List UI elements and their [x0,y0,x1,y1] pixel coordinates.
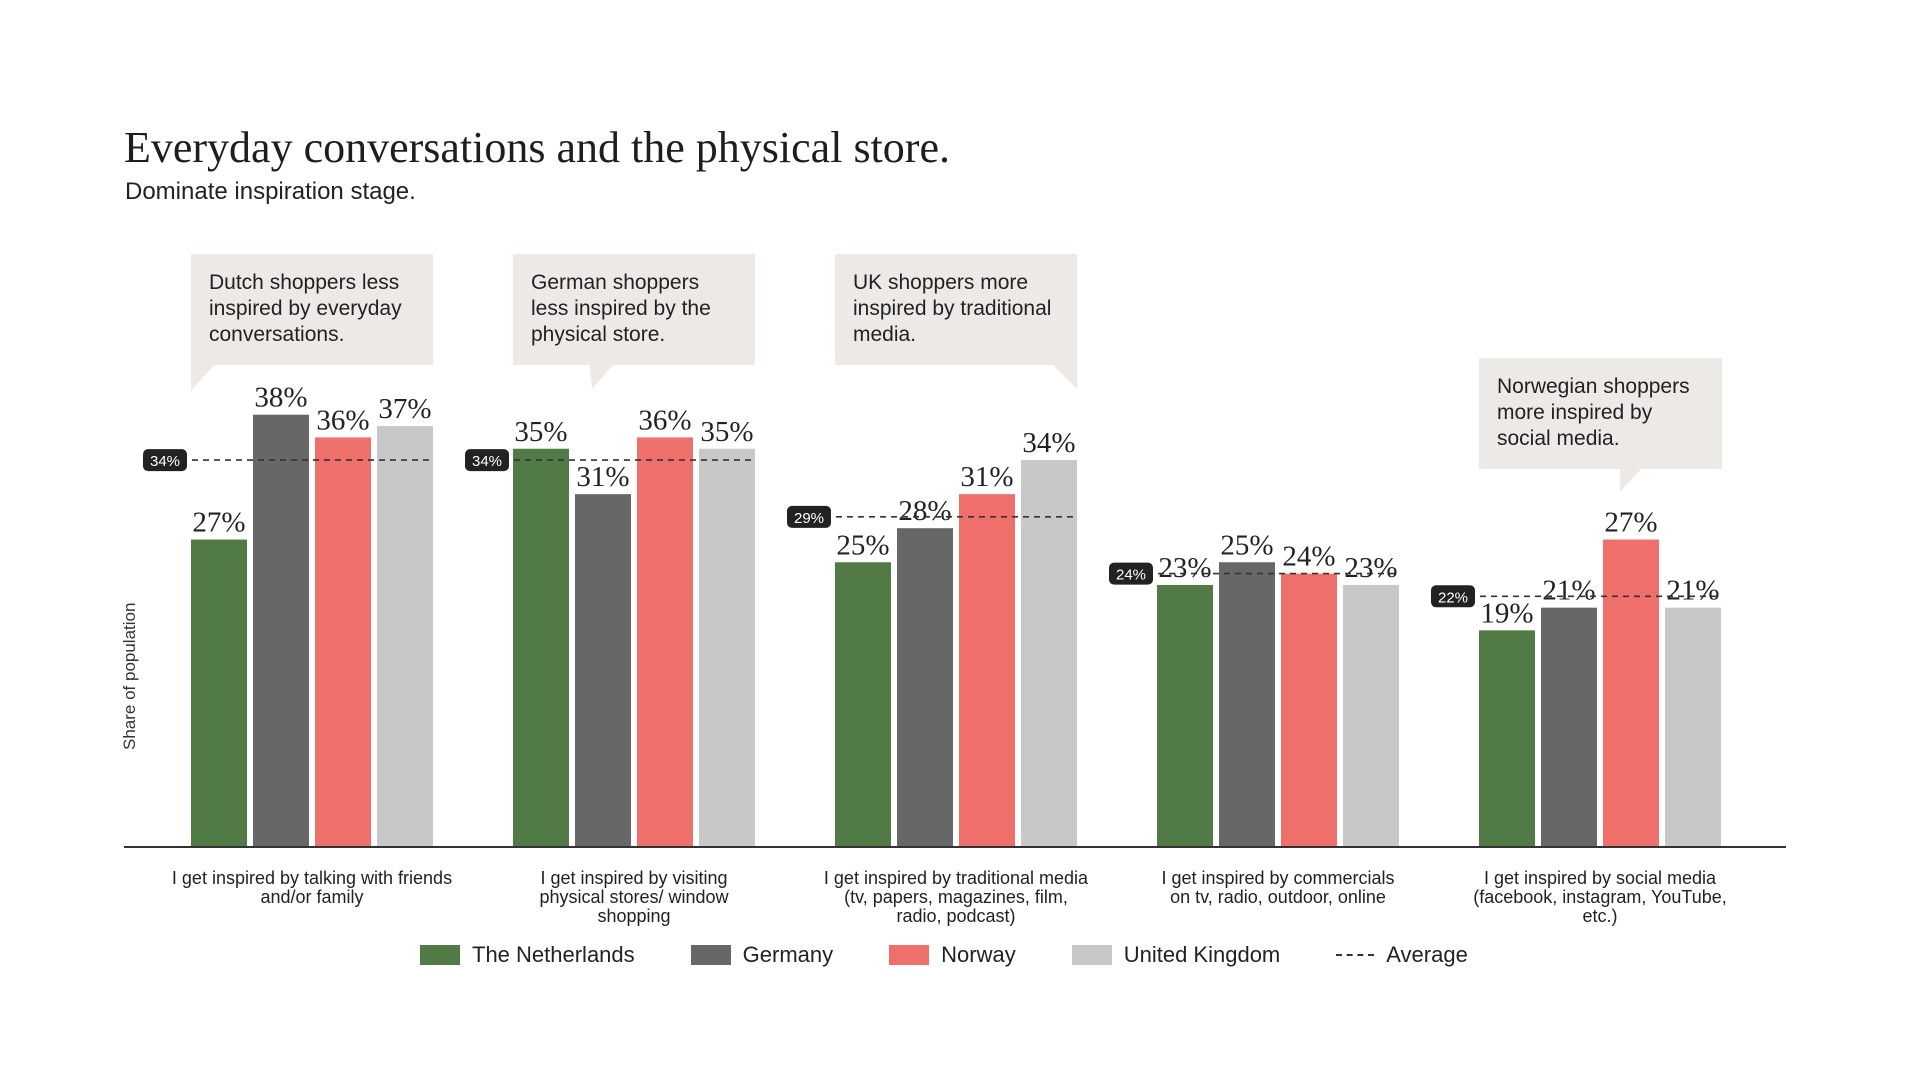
legend-label: Average [1386,942,1468,967]
bar [959,494,1015,846]
value-label: 19% [1480,597,1533,629]
bar [1665,607,1721,846]
legend-swatch [1071,945,1112,965]
bar [1157,584,1213,846]
average-badge [143,449,187,472]
legend-swatch [690,945,731,965]
callout-tail [590,365,613,389]
bar [1603,539,1659,846]
category-label: I get inspired by social media (facebook… [1473,868,1727,926]
bar [1541,607,1597,846]
bar [1343,584,1399,846]
bar [513,448,569,846]
bar [699,448,755,846]
average-badge [1431,585,1475,608]
legend-item: United Kingdom [1071,942,1281,968]
value-label: 31% [960,461,1013,493]
bar [897,528,953,846]
legend-label: United Kingdom [1123,942,1281,967]
bar [1479,630,1535,846]
legend-swatch [420,945,460,965]
value-label: 35% [700,416,753,448]
bar [315,437,371,846]
value-label: 24% [1282,541,1335,573]
value-label: 36% [316,404,369,436]
callout-norwegian: Norwegian shoppers more inspired by soci… [1479,358,1722,469]
legend-item: Norway [889,942,1016,968]
legend-item: The Netherlands [420,942,635,968]
legend-item: Germany [690,942,834,968]
callout-german: German shoppers less inspired by the phy… [513,254,755,365]
bar [637,437,693,846]
callout-tail [1053,365,1077,389]
chart-title: Everyday conversations and the physical … [124,123,950,172]
category-label: I get inspired by traditional media (tv,… [823,868,1089,926]
average-badge [787,505,831,528]
category-label: I get inspired by commercials on tv, rad… [1161,868,1395,907]
legend-item-average: Average [1336,942,1468,968]
category-label: I get inspired by visiting physical stor… [539,868,729,926]
value-label: 25% [1220,529,1273,561]
value-label: 25% [836,529,889,561]
chart-subtitle: Dominate inspiration stage. [125,178,416,205]
value-label: 27% [1604,507,1657,539]
callout-tail [1620,468,1642,492]
value-label: 23% [1344,552,1397,584]
callout-tail [191,365,214,391]
bar [1021,460,1077,846]
callout-uk: UK shoppers more inspired by traditional… [835,254,1077,365]
value-label: 28% [898,495,951,527]
legend-label: Germany [742,942,834,967]
legend-dash [1336,954,1375,956]
value-label: 23% [1158,552,1211,584]
bar [1219,562,1275,846]
average-label: 34% [472,453,502,470]
legend-label: Norway [941,942,1016,967]
legend-label: The Netherlands [472,942,635,967]
bar [253,414,309,846]
callout-dutch: Dutch shoppers less inspired by everyday… [191,254,433,365]
average-label: 34% [150,453,180,470]
legend: The Netherlands Germany Norway United Ki… [420,942,1468,968]
bar [575,494,631,846]
average-label: 29% [794,510,824,527]
average-label: 24% [1116,567,1146,584]
value-label: 37% [378,393,431,425]
bar [377,426,433,846]
value-label: 27% [192,507,245,539]
average-badge [465,449,509,472]
value-label: 21% [1542,575,1595,607]
value-label: 31% [576,461,629,493]
value-label: 35% [514,416,567,448]
value-label: 34% [1022,427,1075,459]
value-label: 36% [638,404,691,436]
value-label: 21% [1666,575,1719,607]
average-badge [1109,562,1153,585]
bar [191,539,247,846]
bar [835,562,891,846]
category-label: I get inspired by talking with friends a… [171,868,453,907]
value-label: 38% [254,382,307,414]
bar [1281,573,1337,846]
average-label: 22% [1438,589,1468,606]
legend-swatch [889,945,930,965]
